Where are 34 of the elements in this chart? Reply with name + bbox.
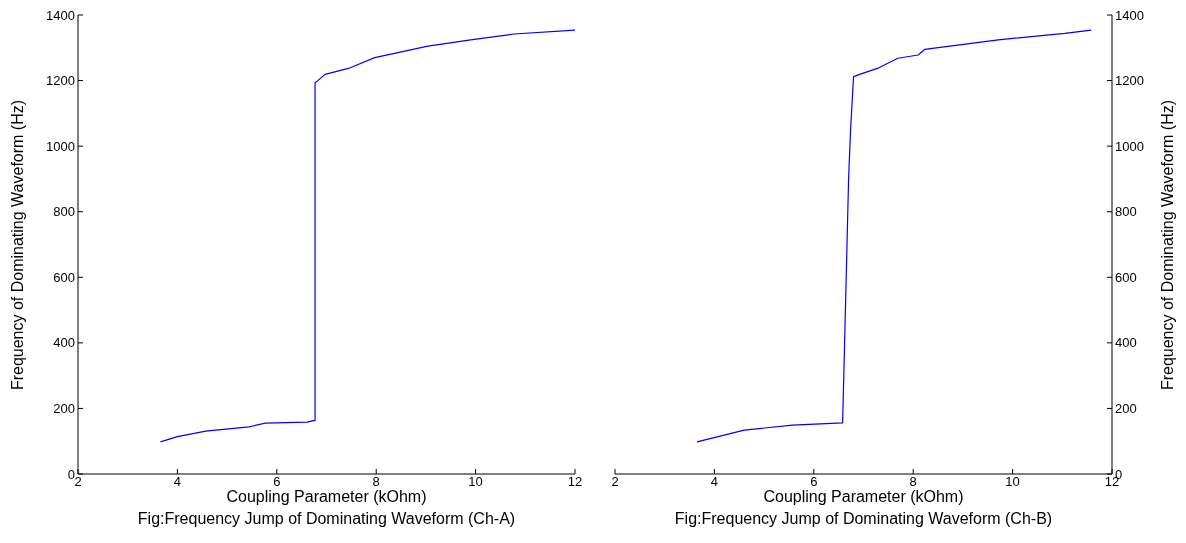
y-tick-label: 400: [53, 335, 75, 351]
x-tick-label: 6: [273, 474, 281, 490]
y-tick-label: 200: [53, 401, 75, 417]
y-tick-label: 1200: [46, 73, 75, 89]
x-tick-label: 10: [1005, 474, 1020, 490]
y2-tick-label: 400: [1115, 335, 1137, 351]
line-series: [159, 29, 575, 443]
x-axis-title: Coupling Parameter (kOhm): [763, 488, 964, 505]
y-tick-label: 1000: [46, 138, 75, 154]
x-tick-label: 4: [173, 474, 182, 490]
x-axis-title: Coupling Parameter (kOhm): [226, 488, 427, 505]
y2-tick-label: 1000: [1115, 138, 1144, 154]
y-tick-label: 600: [53, 269, 75, 285]
text: Fig:Frequency Jump of Dominating Waveform (Ch-A): [136, 509, 517, 529]
y-tick-label: 1400: [46, 7, 75, 23]
y-tick-label: 800: [53, 204, 75, 220]
x-tick-label: 8: [909, 474, 917, 490]
y-axis-title: Frequency of Dominating Waveform (Hz): [8, 98, 27, 393]
y2-tick-label: 1200: [1115, 73, 1144, 89]
line-series: [696, 29, 1092, 443]
y2-axis-title: Frequency of Dominating Waveform (Hz): [1158, 98, 1177, 393]
text: Fig:Frequency Jump of Dominating Waveform (Ch-B): [673, 509, 1054, 529]
x-tick-label: 4: [710, 474, 719, 490]
y2-tick-label: 600: [1115, 269, 1137, 285]
y-tick-label: 0: [67, 466, 75, 482]
y2-tick-label: 1400: [1115, 7, 1144, 23]
x-tick-label: 2: [611, 474, 619, 490]
x-tick-label: 8: [372, 474, 380, 490]
x-tick-label: 6: [810, 474, 818, 490]
y2-tick-label: 800: [1115, 204, 1137, 220]
x-tick-label: 2: [74, 474, 82, 490]
x-tick-label: 12: [567, 474, 583, 490]
y2-tick-label: 200: [1115, 401, 1137, 417]
x-tick-label: 10: [468, 474, 483, 490]
